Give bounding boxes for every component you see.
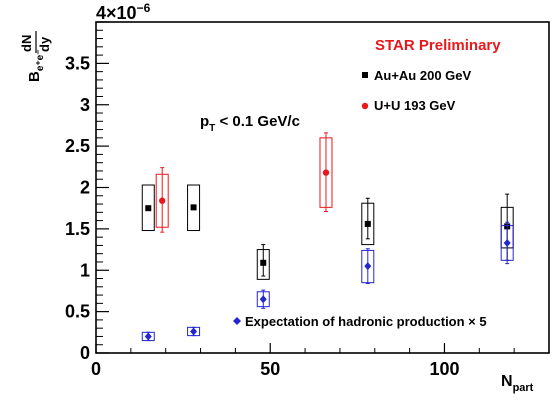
- x-tick-label: 100: [429, 359, 459, 379]
- sys-box: [187, 184, 201, 232]
- legend-marker-auau: [362, 72, 368, 78]
- plot-frame: [95, 21, 550, 354]
- series-0: [141, 184, 514, 280]
- pt-cut-annotation: pT < 0.1 GeV/c: [200, 113, 300, 134]
- legend-label-uu: U+U 193 GeV: [374, 98, 456, 113]
- svg-text:dN: dN: [19, 35, 34, 52]
- series-1: [155, 132, 333, 233]
- legend-label-expectation: Expectation of hadronic production × 5: [245, 314, 487, 329]
- data-point-square: [145, 205, 152, 212]
- data-point-circle: [322, 169, 330, 176]
- data-point-square: [260, 259, 267, 266]
- y-multiplier: 4×10−6: [96, 1, 151, 23]
- data-point-square: [364, 220, 371, 227]
- y-tick-label: 2: [80, 178, 90, 198]
- svg-text:Be⁺e⁻: Be⁺e⁻: [26, 49, 46, 82]
- tick-labels: 0 0.5 1 1.5 2 2.5 3 3.5 0 50 100: [65, 53, 460, 379]
- data-marks: [141, 132, 514, 342]
- data-point-diamond: [364, 262, 372, 271]
- y-tick-label: 3.5: [65, 53, 90, 73]
- data-point-diamond: [144, 332, 152, 341]
- x-tick-label: 50: [260, 359, 280, 379]
- x-tick-label: 0: [91, 359, 101, 379]
- y-axis-label: Be⁺e⁻ dN dy: [19, 31, 52, 82]
- legend-marker-expectation: [233, 317, 241, 325]
- data-point-diamond: [503, 238, 511, 247]
- legend-marker-uu: [361, 102, 369, 110]
- axis-ticks: [95, 21, 515, 354]
- sys-box: [141, 184, 155, 232]
- svg-text:dy: dy: [37, 36, 52, 52]
- data-point-diamond: [259, 295, 267, 304]
- x-axis-label: Npart: [501, 373, 534, 394]
- preliminary-label: STAR Preliminary: [375, 37, 501, 54]
- legend-label-auau: Au+Au 200 GeV: [374, 68, 472, 83]
- y-tick-label: 1.5: [65, 219, 90, 239]
- y-tick-label: 2.5: [65, 136, 90, 156]
- data-point-diamond: [190, 327, 198, 336]
- y-tick-label: 3: [80, 95, 90, 115]
- legend: Au+Au 200 GeV U+U 193 GeV Expectation of…: [233, 68, 487, 329]
- y-tick-label: 0.5: [65, 302, 90, 322]
- data-point-circle: [159, 197, 166, 204]
- series-2: [141, 221, 514, 342]
- y-tick-label: 0: [80, 343, 90, 363]
- y-tick-label: 1: [80, 260, 90, 280]
- data-point-square: [190, 204, 197, 211]
